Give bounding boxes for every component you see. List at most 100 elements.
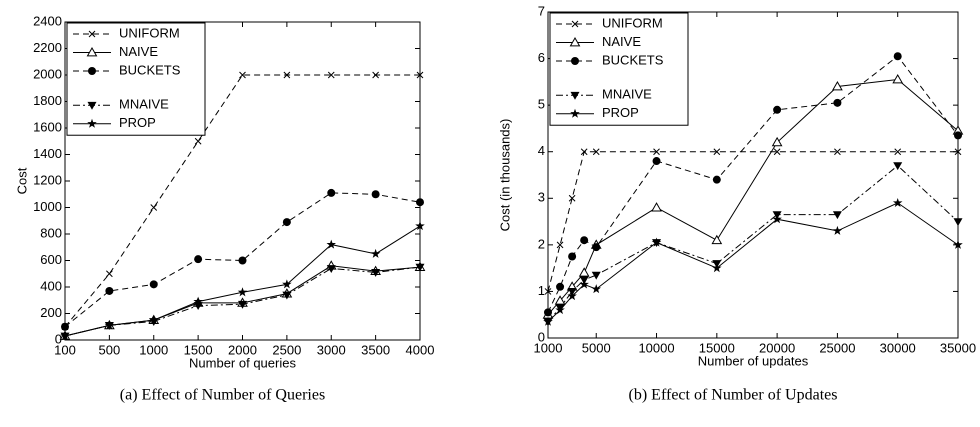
marker — [893, 162, 903, 171]
marker — [712, 263, 722, 273]
marker — [238, 300, 247, 309]
marker — [567, 291, 577, 301]
legend-label: NAIVE — [119, 44, 158, 59]
x-tick-label: 20000 — [759, 340, 795, 355]
marker — [771, 136, 783, 147]
y-tick-label: 5 — [538, 97, 545, 112]
y-tick-label: 1600 — [33, 119, 62, 134]
y-tick-label: 0 — [55, 331, 62, 346]
marker — [415, 221, 425, 231]
marker — [772, 214, 782, 224]
marker — [556, 241, 564, 249]
marker — [238, 256, 247, 265]
marker — [892, 74, 904, 84]
marker — [104, 320, 115, 330]
marker — [578, 267, 590, 277]
x-tick-label: 10000 — [638, 340, 674, 355]
marker — [570, 91, 580, 100]
legend-label: UNIFORM — [119, 25, 180, 40]
marker — [571, 57, 579, 65]
marker — [194, 137, 202, 145]
marker — [60, 331, 70, 341]
y-tick-label: 3 — [538, 190, 545, 205]
legend-label: MNAIVE — [602, 87, 652, 102]
x-tick-label: 30000 — [880, 340, 916, 355]
marker — [832, 211, 842, 220]
marker — [832, 225, 843, 235]
marker — [834, 148, 841, 156]
series-line — [547, 202, 959, 323]
y-tick-label: 6 — [538, 50, 545, 65]
marker — [953, 239, 963, 249]
marker — [580, 148, 588, 156]
marker — [832, 81, 843, 91]
marker — [592, 148, 600, 156]
x-tick-label: 500 — [99, 342, 121, 357]
y-tick-label: 4 — [538, 143, 545, 158]
y-tick-label: 1800 — [33, 93, 62, 108]
marker — [327, 188, 336, 197]
x-tick-label: 3500 — [361, 342, 390, 357]
marker — [713, 148, 721, 156]
marker — [555, 305, 565, 315]
marker — [416, 198, 424, 207]
x-tick-label: 100 — [54, 342, 76, 357]
x-tick-label: 35000 — [940, 340, 976, 355]
x-tick-label: 1000 — [534, 340, 563, 355]
marker — [893, 52, 902, 61]
marker — [773, 105, 782, 114]
marker — [954, 148, 962, 156]
marker — [282, 279, 292, 289]
marker — [194, 255, 203, 264]
marker — [416, 71, 424, 79]
marker — [150, 204, 158, 211]
marker — [371, 190, 380, 199]
legend-box — [66, 22, 206, 136]
y-tick-label: 2400 — [33, 13, 62, 28]
marker — [87, 118, 97, 128]
x-tick-label: 5000 — [582, 340, 611, 355]
marker — [651, 237, 662, 247]
series-line — [64, 225, 421, 337]
marker — [105, 286, 114, 295]
marker — [833, 98, 842, 107]
marker — [712, 175, 721, 184]
marker — [283, 71, 291, 79]
y-tick-label: 1000 — [33, 199, 62, 214]
marker — [61, 322, 69, 331]
marker — [579, 279, 589, 289]
y-tick-label: 1 — [538, 283, 545, 298]
marker — [544, 308, 552, 317]
marker — [239, 71, 246, 79]
series-line — [547, 151, 958, 292]
marker — [892, 197, 903, 207]
marker — [372, 71, 379, 79]
legend-label: NAIVE — [602, 34, 641, 49]
y-axis-label: Cost (in thousands) — [497, 119, 512, 232]
x-tick-label: 1000 — [139, 342, 168, 357]
y-tick-label: 1200 — [33, 172, 62, 187]
marker — [149, 280, 158, 289]
marker — [415, 263, 425, 272]
y-tick-label: 2200 — [33, 40, 62, 55]
marker — [543, 316, 553, 326]
legend-label: UNIFORM — [602, 15, 663, 30]
caption: (b) Effect of Number of Updates — [629, 387, 838, 404]
plot-frame — [547, 11, 959, 339]
marker — [148, 315, 159, 325]
marker — [282, 218, 291, 227]
legend-label: BUCKETS — [602, 52, 664, 67]
marker — [570, 108, 580, 118]
marker — [592, 243, 601, 252]
marker — [894, 148, 902, 156]
marker — [653, 148, 660, 156]
series-line — [547, 165, 959, 323]
y-tick-label: 800 — [40, 225, 62, 240]
series-line — [64, 74, 420, 328]
marker — [773, 148, 781, 156]
marker — [370, 248, 381, 258]
legend: UNIFORM NAIVE BUCKETS MNAIVE PROP — [66, 22, 206, 136]
x-tick-label: 2000 — [228, 342, 257, 357]
x-tick-label: 3000 — [317, 342, 346, 357]
